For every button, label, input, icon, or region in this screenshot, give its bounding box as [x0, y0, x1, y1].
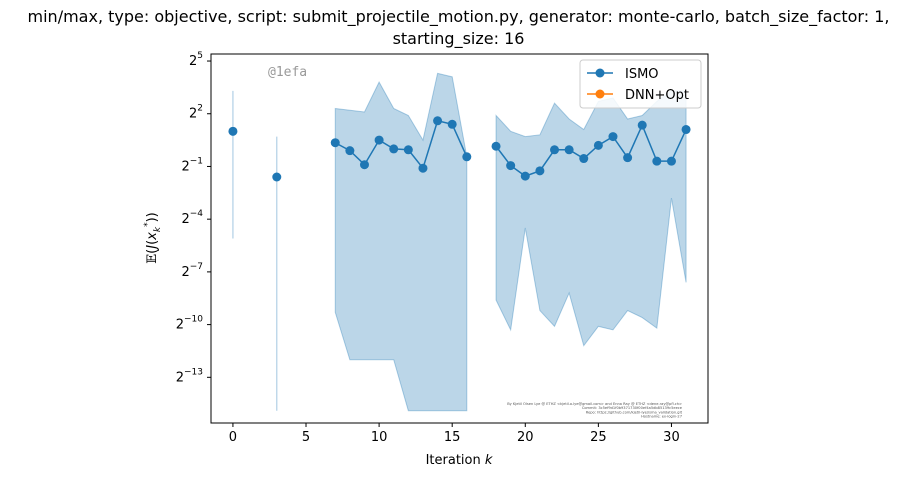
x-tick-label-0: 0 [229, 430, 237, 445]
credits-block: By Kjetil Olsen Lye @ ETHZ <kjetil.o.lye… [507, 402, 683, 419]
data-point-x27 [623, 153, 633, 163]
y-tick-label-2: 22 [189, 104, 203, 122]
data-point-x26 [608, 132, 618, 142]
data-point-x31 [681, 125, 691, 135]
data-point-x30 [666, 156, 676, 166]
y-tick-label--7: 2−7 [181, 262, 203, 280]
chart-title-line1: min/max, type: objective, script: submit… [27, 7, 890, 26]
data-point-x19 [506, 161, 516, 171]
data-point-x8 [345, 146, 355, 156]
x-tick-label-10: 10 [371, 430, 388, 445]
credit-line-0: By Kjetil Olsen Lye @ ETHZ <kjetil.o.lye… [507, 402, 682, 406]
x-axis-ticks: 0 5 10 15 20 25 30 [229, 423, 680, 445]
y-axis-label: 𝔼(J(xk*)) [143, 212, 163, 264]
x-tick-label-25: 25 [590, 430, 607, 445]
data-point-x9 [359, 160, 369, 170]
data-point-x13 [418, 163, 428, 173]
legend-ismo-label: ISMO [625, 67, 659, 82]
data-point-x11 [389, 144, 399, 154]
data-point-x22 [550, 145, 560, 155]
watermark-text: @1efa [268, 65, 307, 80]
credit-line-2: Repo: https://github.com/kjetil-lye/isma… [586, 410, 683, 414]
y-axis-ticks: 2−13 2−10 2−7 2−4 2−1 22 25 [176, 51, 211, 385]
x-axis-label: Iteration k [426, 453, 493, 468]
data-point-x3 [272, 172, 282, 182]
min-max-band-0-2 [334, 72, 468, 412]
y-tick-label--4: 2−4 [181, 209, 203, 227]
data-point-x16 [462, 152, 472, 162]
y-tick-label--1: 2−1 [181, 156, 203, 174]
x-tick-label-30: 30 [663, 430, 680, 445]
y-tick-label--10: 2−10 [176, 315, 204, 333]
legend-ismo-marker [595, 68, 605, 78]
chart-title-line2: starting_size: 16 [392, 29, 525, 48]
legend: ISMO DNN+Opt [579, 59, 702, 109]
x-tick-label-20: 20 [517, 430, 534, 445]
data-point-x14 [433, 116, 443, 126]
y-tick-label--13: 2−13 [176, 367, 203, 385]
data-point-x18 [491, 141, 501, 151]
data-point-x0 [228, 126, 238, 136]
data-point-x23 [564, 145, 574, 155]
data-point-x15 [447, 119, 457, 129]
credit-line-1: Commit: 3c5ef9d1f0b9371730f00ef4a5db8513… [582, 406, 683, 410]
data-point-x29 [652, 156, 662, 166]
y-tick-label-5: 25 [189, 51, 203, 69]
series-line-0-2 [334, 119, 468, 170]
legend-dnnopt-marker [595, 89, 605, 99]
min-max-bands [232, 72, 687, 412]
min-max-band-0-3 [495, 90, 687, 347]
data-point-x20 [520, 171, 530, 181]
x-tick-label-15: 15 [444, 430, 461, 445]
data-point-x28 [637, 120, 647, 130]
data-point-x7 [330, 138, 340, 148]
data-point-x21 [535, 166, 545, 176]
data-point-x25 [593, 140, 603, 150]
credit-line-3: Hostname: ex-login-27 [641, 415, 682, 419]
legend-box [579, 59, 702, 109]
series-points [228, 116, 691, 182]
data-point-x24 [579, 154, 589, 164]
legend-dnnopt-label: DNN+Opt [625, 88, 689, 103]
data-point-x12 [403, 145, 413, 155]
axes-frame [210, 53, 709, 424]
data-point-x10 [374, 135, 384, 145]
x-tick-label-5: 5 [302, 430, 310, 445]
